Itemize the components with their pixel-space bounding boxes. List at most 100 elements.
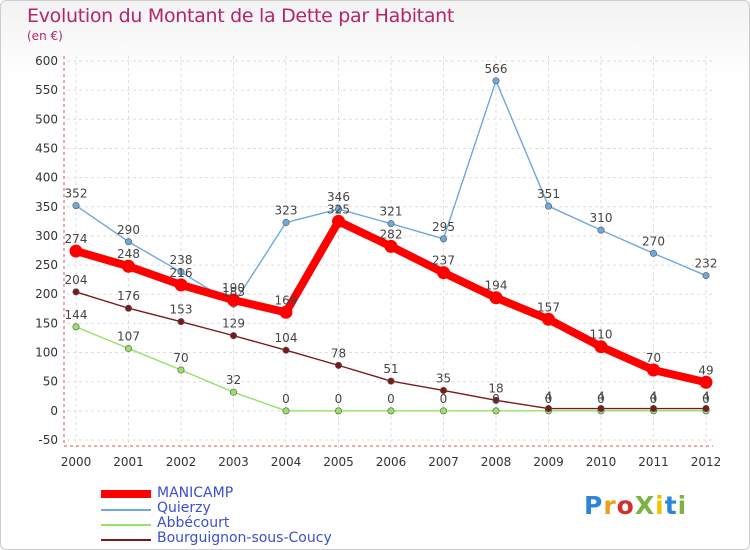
x-tick-label: 2003 [218,455,249,469]
data-point [125,238,133,246]
data-label: 290 [117,223,140,237]
data-point [72,323,80,331]
data-label: 0 [440,392,448,406]
y-tick-label: 50 [43,375,58,389]
data-point [702,272,710,280]
data-label: 169 [275,293,298,307]
logo-letter: i [677,491,688,520]
data-point [282,219,290,227]
data-point [489,291,503,305]
data-point [699,375,713,389]
data-label: 49 [698,363,713,377]
data-label: 282 [380,227,403,241]
data-label: 4 [597,390,605,404]
y-tick-label: 0 [50,404,58,418]
data-label: 0 [702,392,710,406]
legend-label: Quierzy [157,500,211,516]
data-label: 176 [117,289,140,303]
logo-letter: X [634,491,656,520]
data-label: 566 [485,62,508,76]
data-point [72,202,80,210]
data-label: 51 [383,362,398,376]
legend-swatch [101,524,151,526]
y-tick-label: -50 [38,433,58,447]
data-label: 295 [432,220,455,234]
data-point [125,344,133,352]
chart-title: Evolution du Montant de la Dette par Hab… [27,5,455,27]
data-point [125,304,133,312]
data-label: 110 [590,328,613,342]
y-tick-label: 400 [35,171,58,185]
legend-swatch [101,490,151,498]
data-label: 144 [65,308,88,322]
x-tick-label: 2002 [166,455,197,469]
data-label: 32 [226,373,241,387]
data-point [597,405,605,413]
x-tick-label: 2009 [533,455,564,469]
legend-label: MANICAMP [157,485,234,501]
y-tick-label: 300 [35,229,58,243]
x-tick-label: 2001 [113,455,144,469]
x-tick-label: 2007 [428,455,459,469]
data-point [230,388,238,396]
data-label: 325 [327,202,350,216]
data-label: 4 [702,390,710,404]
data-label: 0 [597,392,605,406]
y-tick-label: 250 [35,258,58,272]
data-point [387,377,395,385]
data-label: 248 [117,247,140,261]
data-point [492,77,500,85]
logo-letter: i [655,491,665,520]
data-point [439,235,447,243]
legend-label: Abbécourt [157,515,230,531]
data-label: 0 [545,392,553,406]
logo-letter: o [616,491,635,520]
data-point [282,346,290,354]
data-point [649,249,657,257]
data-point [492,407,500,415]
logo-letter: P [584,491,604,520]
chart-subtitle: (en €) [27,29,63,43]
data-label: 153 [170,303,193,317]
x-tick-label: 2005 [323,455,354,469]
data-point [177,318,185,326]
data-point [177,366,185,374]
data-label: 352 [65,187,88,201]
data-label: 107 [117,329,140,343]
data-label: 35 [436,371,451,385]
data-label: 183 [222,285,245,299]
data-label: 204 [65,273,88,287]
x-tick-label: 2012 [691,455,722,469]
data-label: 0 [492,392,500,406]
data-point [69,244,83,258]
data-point [439,386,447,394]
logo-letter: r [603,491,617,520]
data-label: 18 [488,381,503,395]
y-tick-label: 550 [35,83,58,97]
data-label: 0 [650,392,658,406]
data-point [544,202,552,210]
x-tick-label: 2010 [586,455,617,469]
x-tick-label: 2006 [376,455,407,469]
data-label: 232 [695,257,718,271]
data-point [334,407,342,415]
data-point [334,361,342,369]
data-label: 0 [282,392,290,406]
y-tick-label: 600 [35,54,58,68]
x-tick-label: 2011 [638,455,669,469]
data-label: 270 [642,234,665,248]
data-point [174,278,188,292]
data-point [282,407,290,415]
data-point [279,305,293,319]
x-tick-label: 2008 [481,455,512,469]
x-tick-label: 2000 [61,455,92,469]
data-label: 216 [170,266,193,280]
y-tick-label: 200 [35,287,58,301]
data-point [122,259,135,273]
data-label: 346 [327,190,350,204]
data-label: 78 [331,346,346,360]
data-point [334,205,342,213]
data-point [542,312,555,326]
x-tick-label: 2004 [271,455,302,469]
